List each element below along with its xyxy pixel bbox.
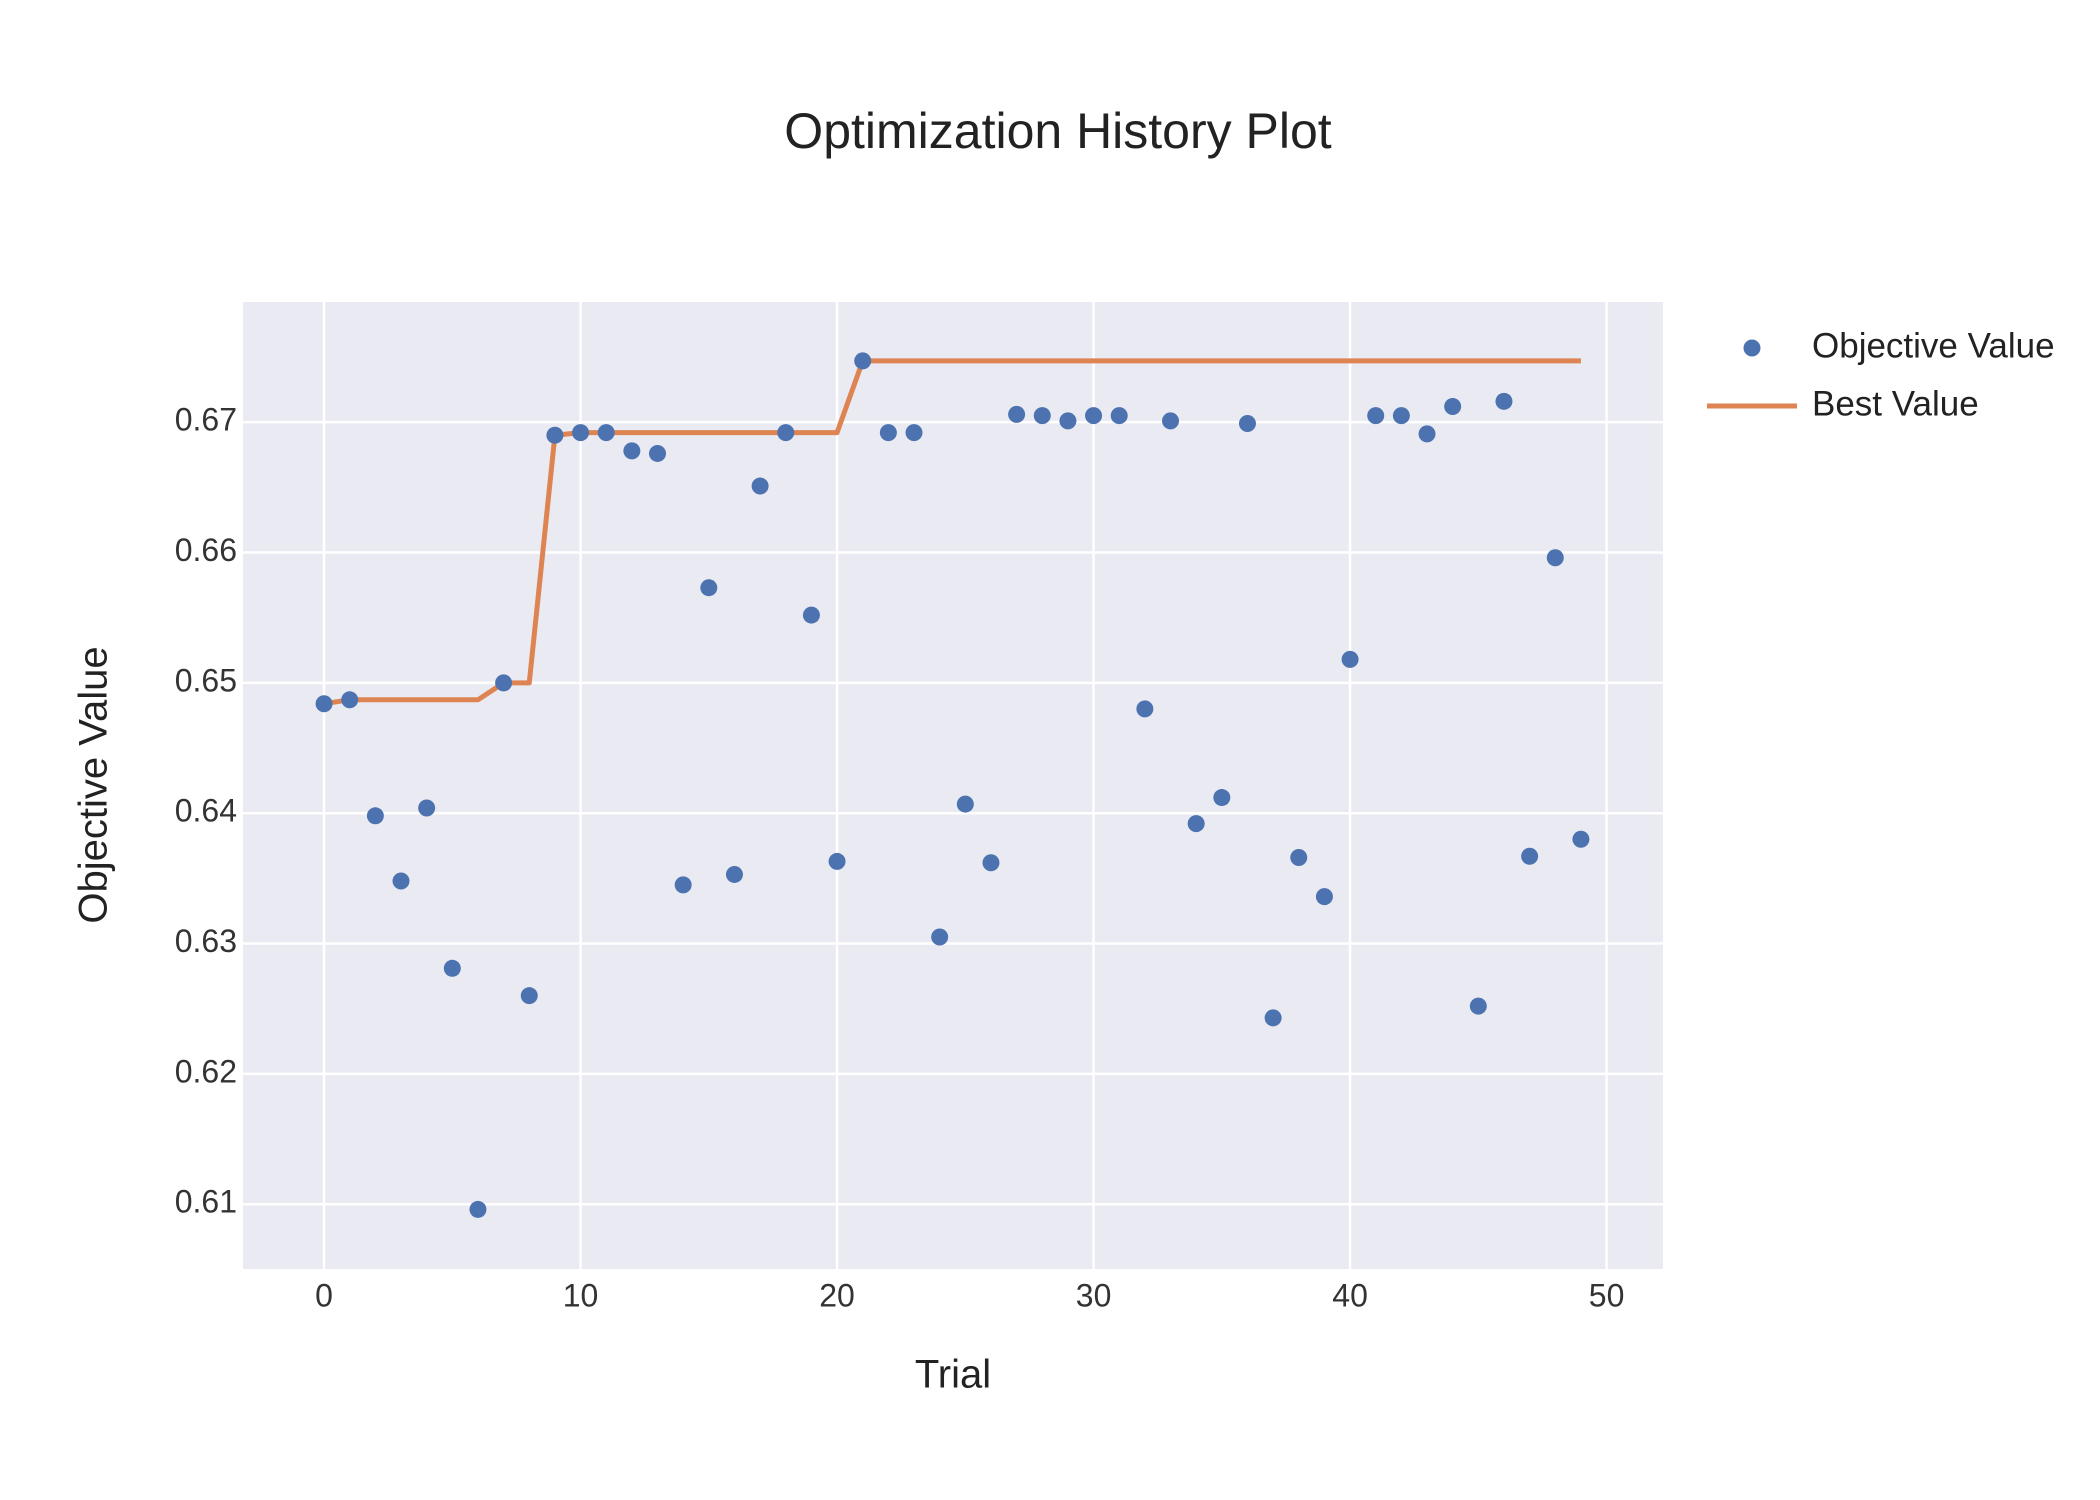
data-point — [1238, 414, 1256, 432]
data-point — [392, 872, 410, 890]
y-tick-label: 0.65 — [175, 662, 237, 698]
data-point — [546, 426, 564, 444]
data-point — [1187, 815, 1205, 833]
plot-background — [243, 302, 1663, 1269]
data-point — [1085, 407, 1103, 425]
data-point — [1418, 425, 1436, 443]
data-point — [1290, 849, 1308, 867]
data-point — [725, 865, 743, 883]
y-tick-label: 0.67 — [175, 402, 237, 438]
legend: Objective Value Best Value — [1707, 326, 2055, 423]
data-point — [1110, 407, 1128, 425]
data-point — [469, 1200, 487, 1218]
x-axis-label: Trial — [915, 1353, 991, 1397]
data-point — [1008, 405, 1026, 423]
data-point — [649, 444, 667, 462]
data-point — [1059, 412, 1077, 430]
data-point — [1264, 1009, 1282, 1027]
data-point — [854, 352, 872, 370]
legend-label: Objective Value — [1812, 326, 2055, 365]
data-point — [956, 795, 974, 813]
data-point — [1136, 700, 1154, 718]
y-tick-label: 0.62 — [175, 1053, 237, 1089]
data-point — [802, 606, 820, 624]
data-point — [1392, 407, 1410, 425]
data-point — [341, 691, 359, 709]
data-point — [1367, 407, 1385, 425]
data-point — [315, 695, 333, 713]
data-point — [879, 424, 897, 442]
data-point — [597, 424, 615, 442]
x-tick-label: 40 — [1332, 1277, 1368, 1313]
data-point — [1495, 392, 1513, 410]
data-point — [982, 854, 1000, 872]
data-point — [777, 424, 795, 442]
data-point — [1546, 549, 1564, 567]
data-point — [1444, 398, 1462, 416]
data-point — [674, 876, 692, 894]
x-tick-label: 0 — [315, 1277, 333, 1313]
y-tick-label: 0.61 — [175, 1184, 237, 1220]
y-tick-label: 0.64 — [175, 793, 237, 829]
data-point — [520, 987, 538, 1005]
data-point — [828, 852, 846, 870]
data-point — [1162, 412, 1180, 430]
data-point — [443, 959, 461, 977]
x-tick-label: 10 — [563, 1277, 599, 1313]
y-tick-label: 0.63 — [175, 923, 237, 959]
data-point — [366, 807, 384, 825]
data-point — [495, 674, 513, 692]
data-point — [751, 477, 769, 495]
data-point — [905, 424, 923, 442]
data-point — [623, 442, 641, 460]
data-point — [572, 424, 590, 442]
y-axis-label: Objective Value — [72, 646, 116, 923]
x-tick-label: 50 — [1589, 1277, 1625, 1313]
best-line — [323, 358, 1581, 707]
x-tick-label: 30 — [1076, 1277, 1112, 1313]
x-tick-label: 20 — [819, 1277, 855, 1313]
y-tick-label: 0.66 — [175, 532, 237, 568]
data-point — [418, 799, 436, 817]
data-point — [700, 579, 718, 597]
legend-marker — [1743, 339, 1761, 357]
data-point — [1341, 650, 1359, 668]
data-point — [1521, 847, 1539, 865]
data-point — [1213, 789, 1231, 807]
data-point — [1315, 888, 1333, 906]
data-point — [1033, 407, 1051, 425]
legend-label: Best Value — [1812, 384, 1979, 423]
data-point — [1572, 830, 1590, 848]
data-point — [1469, 997, 1487, 1015]
data-point — [931, 928, 949, 946]
chart-title: Optimization History Plot — [784, 103, 1331, 159]
